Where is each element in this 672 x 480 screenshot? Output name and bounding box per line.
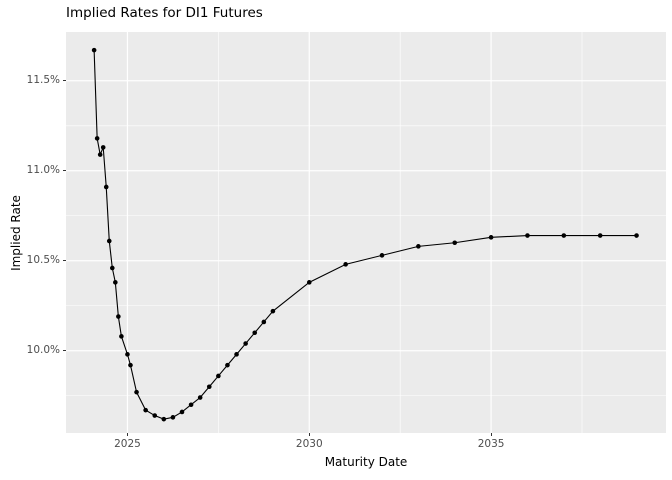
y-axis-tick-mark (63, 80, 66, 82)
data-point (116, 314, 121, 319)
data-point (97, 152, 103, 157)
data-point (128, 362, 133, 368)
data-point (234, 352, 239, 357)
x-axis-tick-label: 2035 (477, 438, 505, 450)
plot-panel (66, 32, 666, 433)
y-axis-tick-mark (63, 260, 66, 262)
data-point (561, 233, 567, 238)
data-point (170, 415, 176, 420)
x-axis-tick-label: 2025 (114, 438, 141, 450)
y-axis-tick-mark (63, 170, 66, 172)
data-point (113, 280, 118, 285)
data-point (100, 145, 106, 150)
data-point (416, 244, 421, 249)
data-point (597, 233, 603, 238)
data-point (261, 319, 267, 325)
data-point (306, 280, 312, 285)
data-point (106, 238, 112, 244)
data-point (452, 240, 458, 246)
data-point (488, 235, 494, 240)
x-axis-tick-mark (490, 433, 492, 436)
data-point (252, 330, 258, 336)
data-point (134, 389, 139, 395)
data-point (125, 352, 130, 357)
data-point (143, 407, 148, 413)
y-axis-tick-label: 11.5% (26, 73, 60, 86)
data-point (206, 384, 212, 390)
data-point (225, 362, 230, 368)
data-point (216, 373, 221, 379)
line-chart-svg (66, 32, 666, 433)
x-axis-title: Maturity Date (324, 455, 408, 469)
y-axis-tick-mark (63, 350, 66, 352)
x-axis-tick-mark (126, 433, 128, 436)
data-point (197, 395, 203, 400)
data-point (188, 402, 194, 408)
data-point (94, 136, 100, 141)
data-point (110, 265, 115, 271)
data-point (152, 413, 158, 418)
x-axis-tick-label: 2030 (295, 438, 323, 450)
x-axis-tick-mark (308, 433, 310, 436)
data-point (379, 253, 385, 258)
panel-background (66, 32, 666, 433)
y-axis-tick-label: 10.5% (26, 253, 60, 266)
data-point (634, 233, 639, 238)
data-point (243, 341, 248, 346)
y-axis-tick-label: 10.0% (26, 343, 60, 356)
data-point (103, 184, 109, 190)
data-point (270, 308, 276, 314)
data-point (525, 233, 530, 238)
data-point (179, 409, 185, 415)
data-point (161, 416, 167, 422)
data-point (119, 334, 124, 339)
rate-curve-line (93, 50, 637, 420)
y-axis-tick-label: 11.0% (26, 163, 60, 176)
data-point (91, 47, 97, 53)
data-point (343, 262, 348, 267)
chart-title: Implied Rates for DI1 Futures (66, 5, 263, 21)
